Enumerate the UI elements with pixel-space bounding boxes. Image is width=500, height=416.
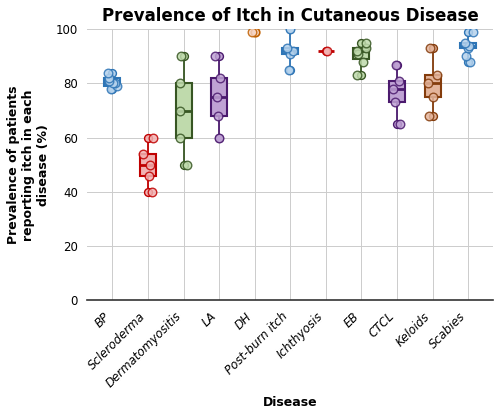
Point bbox=[145, 172, 153, 179]
Point bbox=[323, 47, 331, 54]
Point bbox=[214, 113, 222, 119]
Point bbox=[322, 47, 330, 54]
Point bbox=[464, 45, 472, 52]
Point bbox=[107, 86, 115, 92]
Point bbox=[391, 99, 399, 106]
Point bbox=[176, 80, 184, 87]
Point bbox=[178, 53, 186, 60]
Point bbox=[104, 77, 112, 84]
Point bbox=[149, 134, 157, 141]
Point bbox=[286, 26, 294, 32]
Bar bbox=[354, 48, 370, 59]
Point bbox=[464, 29, 472, 35]
Point bbox=[148, 188, 156, 195]
Point bbox=[428, 45, 436, 52]
Point bbox=[111, 80, 119, 87]
Point bbox=[286, 50, 294, 57]
Bar bbox=[140, 154, 156, 176]
Point bbox=[144, 134, 152, 141]
Point bbox=[216, 134, 224, 141]
Point bbox=[393, 121, 401, 127]
Point bbox=[248, 29, 256, 35]
Bar bbox=[211, 78, 227, 116]
Point bbox=[461, 40, 469, 46]
Point bbox=[215, 134, 223, 141]
Point bbox=[352, 72, 360, 79]
Point bbox=[424, 80, 432, 87]
Point bbox=[108, 86, 116, 92]
Point bbox=[286, 26, 294, 32]
Bar bbox=[389, 81, 405, 102]
Point bbox=[285, 67, 293, 73]
Point bbox=[358, 72, 366, 79]
Point bbox=[215, 53, 223, 60]
Point bbox=[250, 29, 258, 35]
Point bbox=[290, 47, 298, 54]
Title: Prevalence of Itch in Cutaneous Disease: Prevalence of Itch in Cutaneous Disease bbox=[102, 7, 478, 25]
Point bbox=[433, 72, 441, 79]
Point bbox=[464, 42, 472, 49]
Point bbox=[395, 77, 403, 84]
Point bbox=[469, 29, 477, 35]
Point bbox=[213, 94, 221, 100]
Point bbox=[183, 161, 191, 168]
Point bbox=[428, 113, 436, 119]
Point bbox=[462, 53, 470, 60]
Point bbox=[358, 59, 366, 65]
Point bbox=[180, 161, 188, 168]
Point bbox=[362, 40, 370, 46]
Point bbox=[146, 161, 154, 168]
Bar bbox=[176, 84, 192, 138]
Point bbox=[354, 50, 362, 57]
Bar bbox=[104, 78, 120, 86]
Point bbox=[466, 59, 474, 65]
Point bbox=[176, 134, 184, 141]
Point bbox=[110, 80, 118, 87]
Point bbox=[176, 107, 184, 114]
Point bbox=[396, 121, 404, 127]
Point bbox=[426, 45, 434, 52]
Y-axis label: Prevalence of patients
reporting itch in each
disease (%): Prevalence of patients reporting itch in… bbox=[7, 86, 50, 244]
Point bbox=[362, 45, 370, 52]
Bar bbox=[282, 48, 298, 54]
X-axis label: Disease: Disease bbox=[263, 396, 318, 409]
Point bbox=[428, 94, 436, 100]
Bar bbox=[460, 43, 476, 48]
Point bbox=[424, 113, 432, 119]
Point bbox=[464, 59, 472, 65]
Point bbox=[283, 45, 291, 52]
Point bbox=[212, 53, 220, 60]
Point bbox=[180, 53, 188, 60]
Point bbox=[104, 75, 112, 82]
Point bbox=[104, 69, 112, 76]
Point bbox=[358, 40, 366, 46]
Point bbox=[392, 61, 400, 68]
Point bbox=[286, 67, 294, 73]
Point bbox=[139, 151, 147, 157]
Point bbox=[144, 188, 152, 195]
Bar bbox=[424, 75, 440, 97]
Point bbox=[216, 75, 224, 82]
Point bbox=[113, 83, 121, 89]
Point bbox=[388, 86, 396, 92]
Point bbox=[353, 47, 361, 54]
Point bbox=[393, 61, 401, 68]
Point bbox=[108, 69, 116, 76]
